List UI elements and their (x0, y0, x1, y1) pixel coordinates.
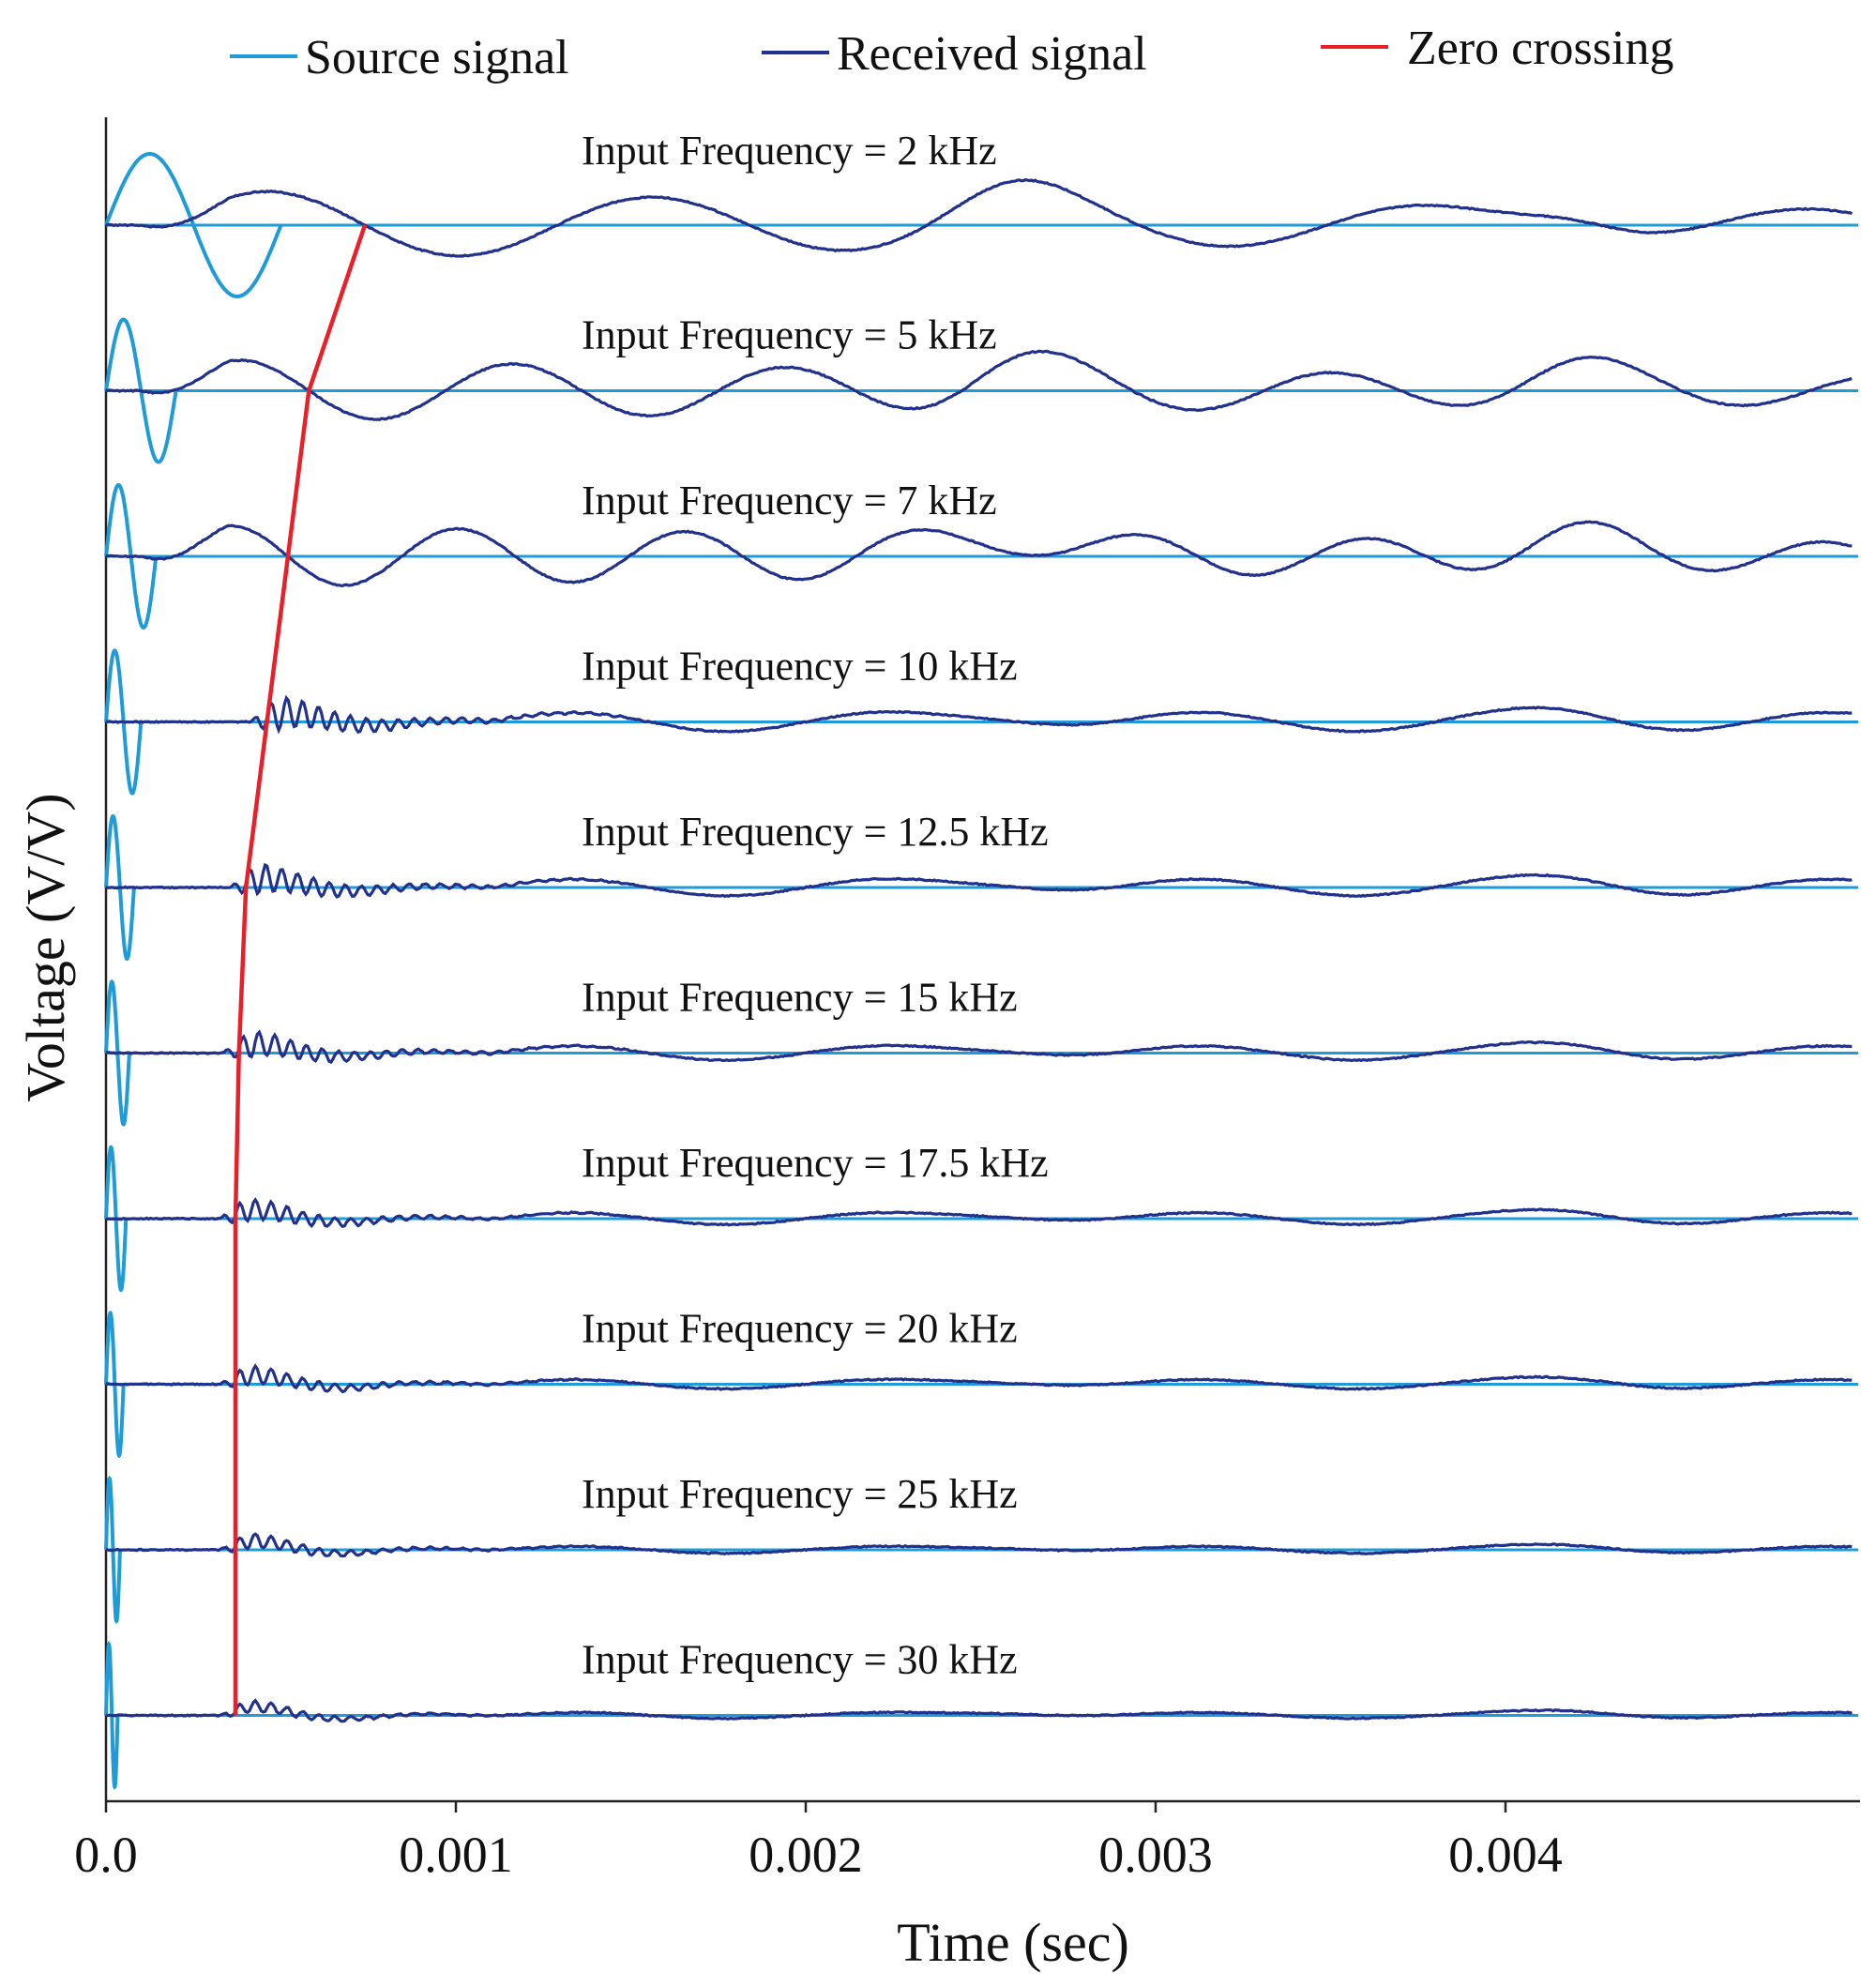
panels: Input Frequency = 2 kHz Input Frequency =… (106, 128, 1858, 1787)
panel-1: Input Frequency = 2 kHz (106, 128, 1858, 296)
panel-7: Input Frequency = 17.5 kHz (106, 1140, 1858, 1290)
legend-item-zero: Zero crossing (1321, 22, 1673, 75)
received-signal (106, 698, 1852, 732)
zero-crossing-group (235, 225, 365, 1716)
panel-3: Input Frequency = 7 kHz (106, 478, 1858, 628)
x-tick-label: 0.003 (1098, 1827, 1213, 1883)
legend-label-zero: Zero crossing (1407, 22, 1673, 75)
panel-label: Input Frequency = 15 kHz (582, 975, 1018, 1021)
panel-label: Input Frequency = 2 kHz (582, 128, 997, 174)
x-tick-label: 0.004 (1448, 1827, 1563, 1883)
panel-label: Input Frequency = 12.5 kHz (582, 809, 1049, 855)
received-signal (106, 865, 1852, 897)
received-signal (106, 1701, 1852, 1722)
panel-2: Input Frequency = 5 kHz (106, 312, 1858, 463)
received-signal (106, 1366, 1852, 1391)
legend-item-source: Source signal (230, 31, 569, 84)
panel-8: Input Frequency = 20 kHz (106, 1306, 1858, 1456)
x-tick-label: 0.002 (749, 1827, 863, 1883)
received-signal (106, 351, 1852, 419)
panel-4: Input Frequency = 10 kHz (106, 644, 1858, 794)
panel-label: Input Frequency = 25 kHz (582, 1471, 1018, 1517)
x-ticks: 0.0 0.001 0.002 0.003 0.004 (74, 1801, 1563, 1883)
legend-label-source: Source signal (305, 31, 569, 84)
received-signal (106, 1200, 1852, 1226)
legend: Source signal Received signal Zero crossin… (230, 22, 1673, 84)
y-axis-title: Voltage (V/V) (15, 793, 76, 1101)
panel-9: Input Frequency = 25 kHz (106, 1471, 1858, 1621)
x-tick-label: 0.001 (399, 1827, 513, 1883)
panel-10: Input Frequency = 30 kHz (106, 1637, 1858, 1787)
panel-label: Input Frequency = 30 kHz (582, 1637, 1018, 1683)
panel-label: Input Frequency = 17.5 kHz (582, 1140, 1049, 1186)
panel-6: Input Frequency = 15 kHz (106, 975, 1858, 1125)
received-signal (106, 522, 1852, 585)
legend-label-received: Received signal (837, 27, 1147, 81)
panel-label: Input Frequency = 20 kHz (582, 1306, 1018, 1352)
panel-label: Input Frequency = 5 kHz (582, 312, 997, 358)
zero-crossing-line (235, 225, 365, 1716)
panel-label: Input Frequency = 10 kHz (582, 644, 1018, 690)
received-signal (106, 1032, 1852, 1062)
received-signal (106, 1534, 1852, 1555)
panel-5: Input Frequency = 12.5 kHz (106, 809, 1858, 959)
panel-label: Input Frequency = 7 kHz (582, 478, 997, 523)
legend-item-received: Received signal (762, 27, 1147, 81)
received-signal (106, 180, 1852, 256)
x-axis-title: Time (sec) (897, 1912, 1129, 1973)
x-tick-label: 0.0 (74, 1827, 138, 1883)
